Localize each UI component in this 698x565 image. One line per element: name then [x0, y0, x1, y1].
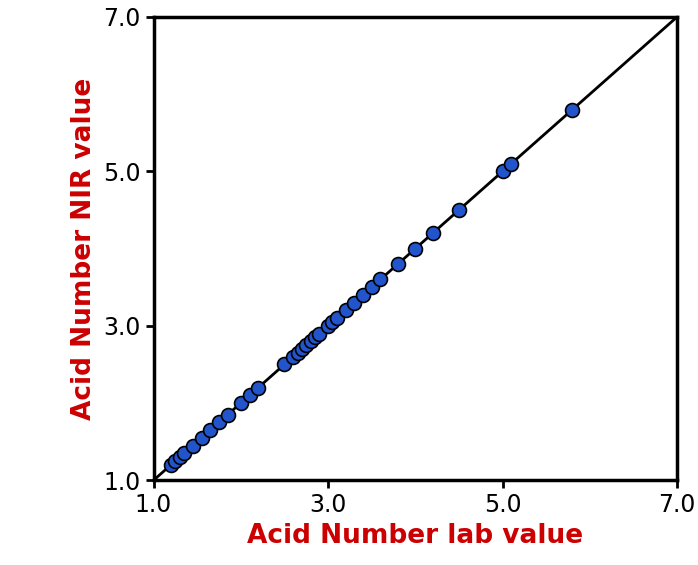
Point	[332, 314, 343, 323]
Point	[392, 259, 403, 268]
Point	[288, 352, 299, 361]
Point	[357, 290, 369, 299]
Point	[253, 383, 264, 392]
Point	[222, 410, 233, 419]
Point	[567, 105, 578, 114]
Point	[410, 244, 421, 253]
Point	[309, 333, 320, 342]
Point	[375, 275, 386, 284]
Point	[292, 348, 303, 358]
Point	[179, 449, 190, 458]
Y-axis label: Acid Number NIR value: Acid Number NIR value	[71, 77, 97, 420]
Point	[174, 453, 186, 462]
Point	[301, 341, 312, 350]
Point	[235, 398, 246, 407]
Point	[279, 360, 290, 369]
Point	[244, 391, 255, 400]
Point	[340, 306, 351, 315]
Point	[170, 457, 181, 466]
Point	[348, 298, 360, 307]
Point	[427, 229, 438, 238]
Point	[165, 460, 177, 470]
Point	[327, 318, 338, 327]
Point	[214, 418, 225, 427]
Point	[454, 206, 465, 215]
Point	[497, 167, 508, 176]
Point	[314, 329, 325, 338]
X-axis label: Acid Number lab value: Acid Number lab value	[247, 523, 584, 549]
Point	[322, 321, 334, 331]
Point	[296, 345, 307, 354]
Point	[505, 159, 517, 168]
Point	[366, 282, 377, 292]
Point	[196, 433, 207, 442]
Point	[187, 441, 198, 450]
Point	[205, 425, 216, 434]
Point	[305, 337, 316, 346]
